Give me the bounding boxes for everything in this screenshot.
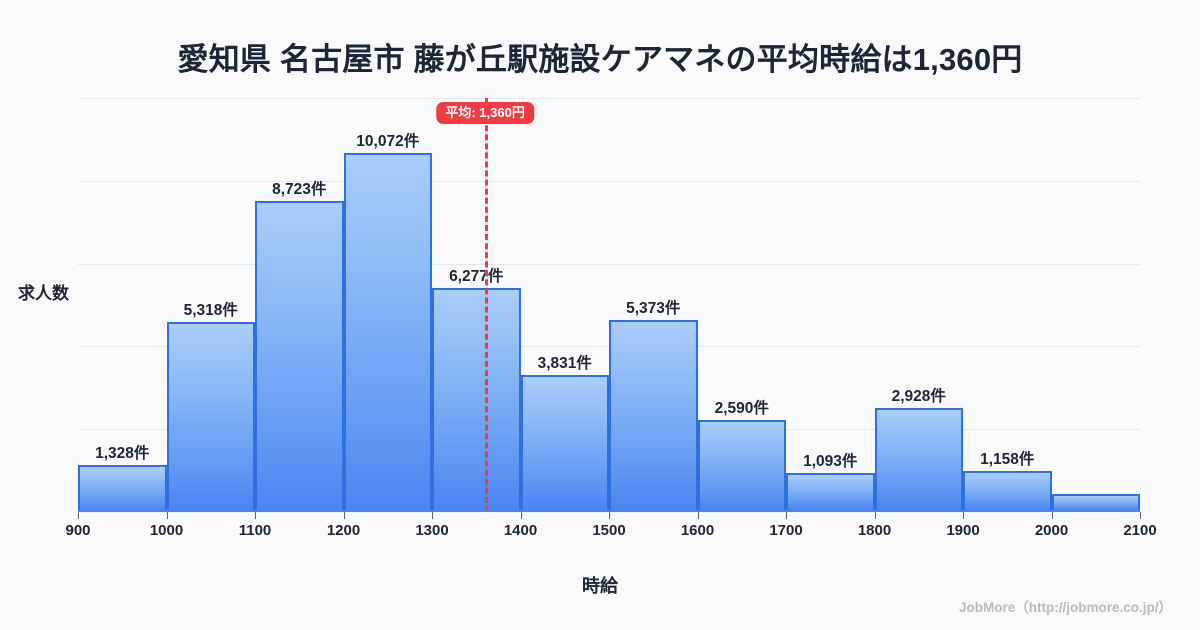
x-tick-label: 1800	[857, 522, 892, 539]
bar-value-label: 1,328件	[95, 444, 150, 462]
bar[interactable]	[609, 320, 698, 512]
page-title: 愛知県 名古屋市 藤が丘駅施設ケアマネの平均時給は1,360円	[177, 42, 1023, 77]
bar[interactable]	[786, 473, 875, 512]
x-tick-label: 1400	[503, 522, 538, 539]
x-tick-label: 1700	[769, 522, 803, 539]
gridline	[78, 263, 1140, 265]
x-tick-label: 1900	[946, 522, 980, 539]
gridline	[78, 98, 1140, 99]
x-tick-label: 1100	[238, 522, 272, 539]
bar-value-label: 6,277件	[449, 267, 504, 285]
bar[interactable]	[432, 287, 521, 512]
x-tick	[78, 512, 79, 519]
bar[interactable]	[255, 200, 344, 512]
bar[interactable]	[343, 152, 432, 512]
x-tick-label: 1200	[326, 522, 361, 539]
bar-value-label: 1,093件	[803, 452, 858, 470]
x-tick	[255, 512, 256, 519]
x-tick-label: 1000	[149, 522, 184, 539]
x-tick	[963, 512, 964, 519]
bar[interactable]	[963, 470, 1052, 512]
x-tick	[1051, 512, 1053, 519]
bar[interactable]	[78, 464, 167, 512]
bar-value-label: 2,590件	[714, 399, 769, 417]
y-axis-title: 求人数	[18, 284, 69, 303]
x-tick-label: 1300	[415, 522, 449, 539]
x-tick	[1140, 512, 1141, 519]
bar[interactable]	[520, 375, 609, 512]
credit-label: JobMore（http://jobmore.co.jp/）	[959, 600, 1172, 615]
x-tick	[520, 512, 522, 519]
x-tick	[166, 512, 168, 519]
bar-value-label: 3,831件	[537, 355, 592, 373]
bar[interactable]	[874, 407, 963, 512]
bar-value-label: 1,158件	[980, 450, 1035, 468]
bar-value-label: 10,072件	[356, 132, 420, 150]
average-line	[485, 98, 489, 512]
x-axis-title: 時給	[582, 576, 618, 596]
bar-series: 1,328件 5,318件 8,723件 10,072件 6,277件 3,831件 5,3…	[78, 98, 1140, 512]
x-tick-label: 1600	[680, 522, 715, 539]
bar-value-label: 5,318件	[183, 302, 238, 320]
x-tick	[609, 512, 610, 519]
average-badge: 平均: 1,360円	[436, 102, 534, 124]
x-tick	[786, 512, 787, 519]
x-tick-label: 2000	[1034, 522, 1069, 539]
plot-area: 1,328件 5,318件 8,723件 10,072件 6,277件 3,831件 5,3…	[65, 98, 1157, 539]
bar[interactable]	[166, 322, 255, 512]
x-tick	[432, 512, 433, 519]
bar-value-label: 8,723件	[272, 180, 327, 198]
x-tick-label: 2100	[1123, 522, 1157, 539]
x-tick	[874, 512, 876, 519]
bar-value-label: 2,928件	[891, 387, 946, 405]
x-tick-label: 900	[65, 522, 91, 539]
x-tick	[343, 512, 345, 519]
x-tick-label: 1500	[592, 522, 626, 539]
x-tick	[697, 512, 699, 519]
bar-value-label: 5,373件	[626, 300, 681, 318]
bar[interactable]	[697, 419, 786, 512]
gridline	[78, 180, 1140, 182]
x-axis-line	[78, 510, 1140, 512]
